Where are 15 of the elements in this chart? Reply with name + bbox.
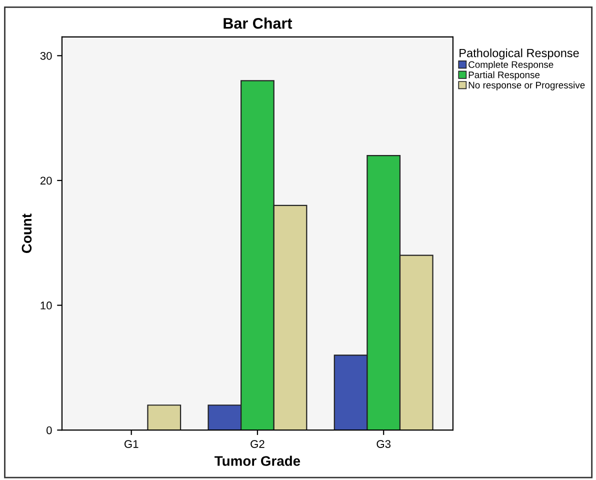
y-tick-label: 30 <box>40 52 52 60</box>
x-tick-label: G2 <box>250 440 264 448</box>
y-tick-label: 0 <box>46 426 52 434</box>
chart-title: Bar Chart <box>224 18 292 29</box>
legend-label: No response or Progressive <box>468 82 585 90</box>
legend-title: Pathological Response <box>460 48 579 60</box>
x-tick-label: G1 <box>124 440 138 448</box>
legend-label: Partial Response <box>468 71 540 80</box>
y-tick-label: 20 <box>40 176 52 185</box>
bar <box>147 404 182 430</box>
x-axis-title: Tumor Grade <box>214 456 300 466</box>
x-tick-label: G3 <box>376 440 391 448</box>
y-tick-label: 10 <box>40 302 52 310</box>
y-axis-title: Count <box>22 214 32 253</box>
legend-label: Complete Response <box>468 60 554 70</box>
